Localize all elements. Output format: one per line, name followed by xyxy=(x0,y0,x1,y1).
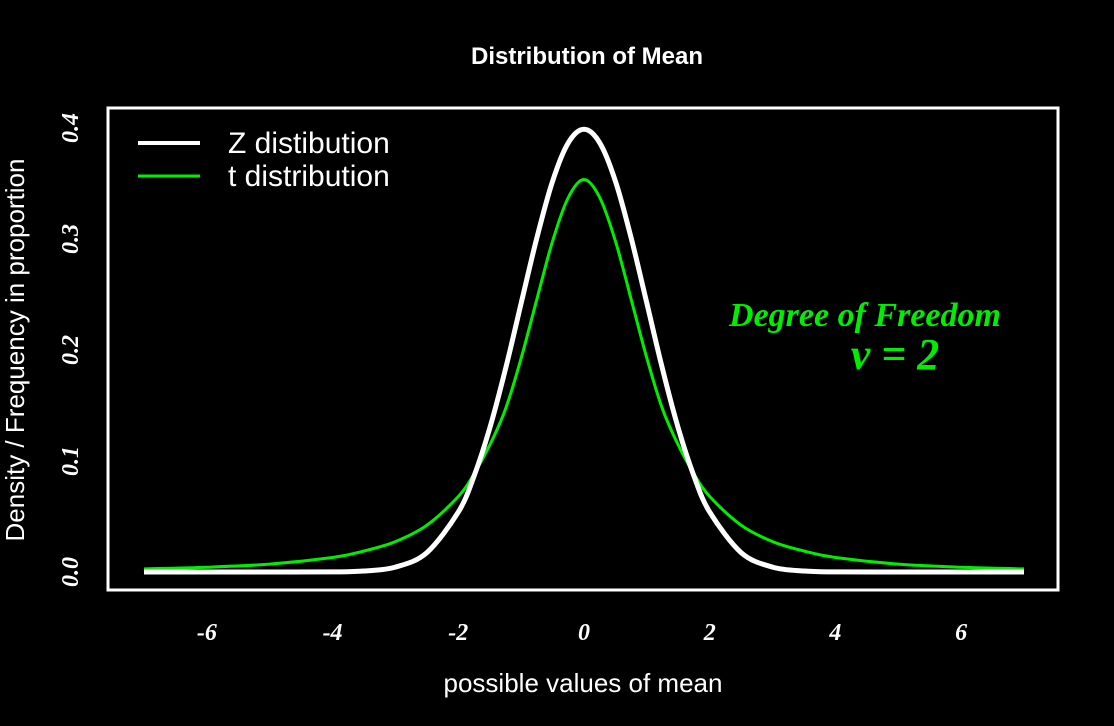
y-tick-label: 0.3 xyxy=(58,224,84,254)
legend: Z distibution t distribution xyxy=(138,127,390,193)
series-layer xyxy=(143,126,1025,575)
y-axis-label: Density / Frequency in proportion xyxy=(0,159,30,542)
plot-frame xyxy=(106,106,1060,592)
x-tick-label: 6 xyxy=(955,620,967,646)
legend-label-z: Z distibution xyxy=(228,127,390,160)
annotation-nu-value: v = 2 xyxy=(851,330,940,379)
series-line-z-distribution xyxy=(143,126,1024,575)
chart-title: Distribution of Mean xyxy=(471,43,703,70)
x-tick-label: -6 xyxy=(197,620,217,646)
annotation-layer: Degree of Freedom v = 2 xyxy=(728,297,1001,379)
x-tick-label: -4 xyxy=(323,620,343,646)
annotation-degree-of-freedom: Degree of Freedom xyxy=(728,297,1001,334)
legend-label-t: t distribution xyxy=(228,160,390,193)
y-tick-label: 0.2 xyxy=(58,335,84,365)
x-tick-label: 0 xyxy=(578,620,590,646)
y-axis: 0.0 0.1 0.2 0.3 0.4 xyxy=(58,113,84,587)
x-axis: -6 -4 -2 0 2 4 6 xyxy=(197,620,967,646)
x-tick-label: -2 xyxy=(448,620,468,646)
x-axis-label: possible values of mean xyxy=(444,668,723,698)
y-tick-label: 0.1 xyxy=(58,446,84,476)
y-tick-label: 0.0 xyxy=(58,557,84,587)
series-line-t-distribution xyxy=(143,178,1025,571)
x-tick-label: 2 xyxy=(703,620,716,646)
x-tick-label: 4 xyxy=(828,620,841,646)
y-tick-label: 0.4 xyxy=(58,113,84,143)
